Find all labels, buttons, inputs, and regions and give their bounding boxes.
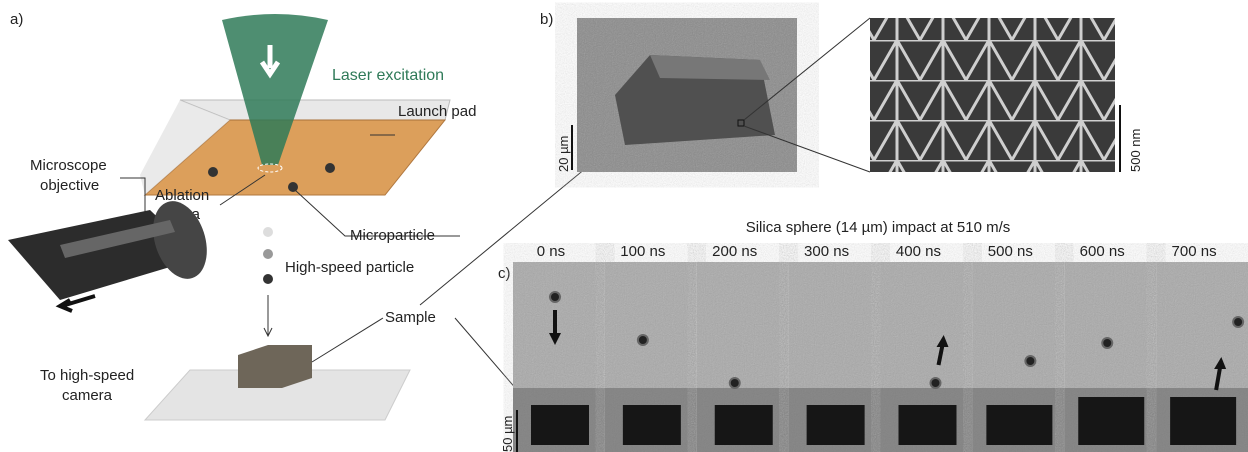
label: To high-speed camera — [40, 367, 134, 404]
label: Microparticle — [350, 227, 435, 244]
zoom-image — [870, 18, 1115, 172]
microparticle — [208, 167, 218, 177]
sample-block — [1078, 397, 1144, 445]
label: Laser excitation — [332, 67, 444, 84]
label: Sample — [385, 309, 436, 326]
panel-label: b) — [540, 11, 553, 28]
particle — [1025, 356, 1035, 366]
time-label: 0 ns — [537, 243, 565, 260]
panel-label: c) — [498, 265, 511, 282]
time-label: 400 ns — [896, 243, 941, 260]
microparticle — [325, 163, 335, 173]
label: Launch pad — [398, 103, 476, 120]
label-line: objective — [40, 177, 99, 194]
time-label: 500 ns — [988, 243, 1033, 260]
particle — [931, 378, 941, 388]
leader — [312, 318, 383, 362]
scale-label: 500 nm — [1128, 129, 1143, 172]
microparticle — [288, 182, 298, 192]
scale-label: 50 µm — [500, 416, 515, 452]
time-label: 700 ns — [1172, 243, 1217, 260]
falling-particle — [263, 249, 273, 259]
sequence-title: Silica sphere (14 µm) impact at 510 m/s — [746, 219, 1011, 236]
sample-block — [238, 345, 312, 388]
figure: a) Laser excitation Launch pad Ablationa… — [0, 0, 1248, 452]
label-line: Ablation — [155, 187, 209, 204]
sample-block — [623, 405, 681, 445]
time-label: 300 ns — [804, 243, 849, 260]
label-line: To high-speed — [40, 367, 134, 384]
sample-block — [899, 405, 957, 445]
falling-particle — [263, 274, 273, 284]
falling-particle — [263, 227, 273, 237]
sample-block — [986, 405, 1052, 445]
label: High-speed particle — [285, 259, 414, 276]
particle — [730, 378, 740, 388]
sample-block — [1170, 397, 1236, 445]
label-line: Microscope — [30, 157, 107, 174]
particle — [1102, 338, 1112, 348]
label: Microscope objective — [30, 157, 107, 194]
label-line: camera — [62, 387, 113, 404]
sample-block — [807, 405, 865, 445]
particle — [638, 335, 648, 345]
frames — [513, 262, 1248, 452]
objective-lens — [144, 194, 216, 286]
particle — [1233, 317, 1243, 327]
sample-block — [715, 405, 773, 445]
sample-block — [531, 405, 589, 445]
time-label: 100 ns — [620, 243, 665, 260]
time-label: 200 ns — [712, 243, 757, 260]
time-label: 600 ns — [1080, 243, 1125, 260]
down-arrow — [264, 295, 272, 336]
panel-label: a) — [10, 11, 23, 28]
particle — [550, 292, 560, 302]
scale-label: 20 µm — [556, 136, 571, 172]
